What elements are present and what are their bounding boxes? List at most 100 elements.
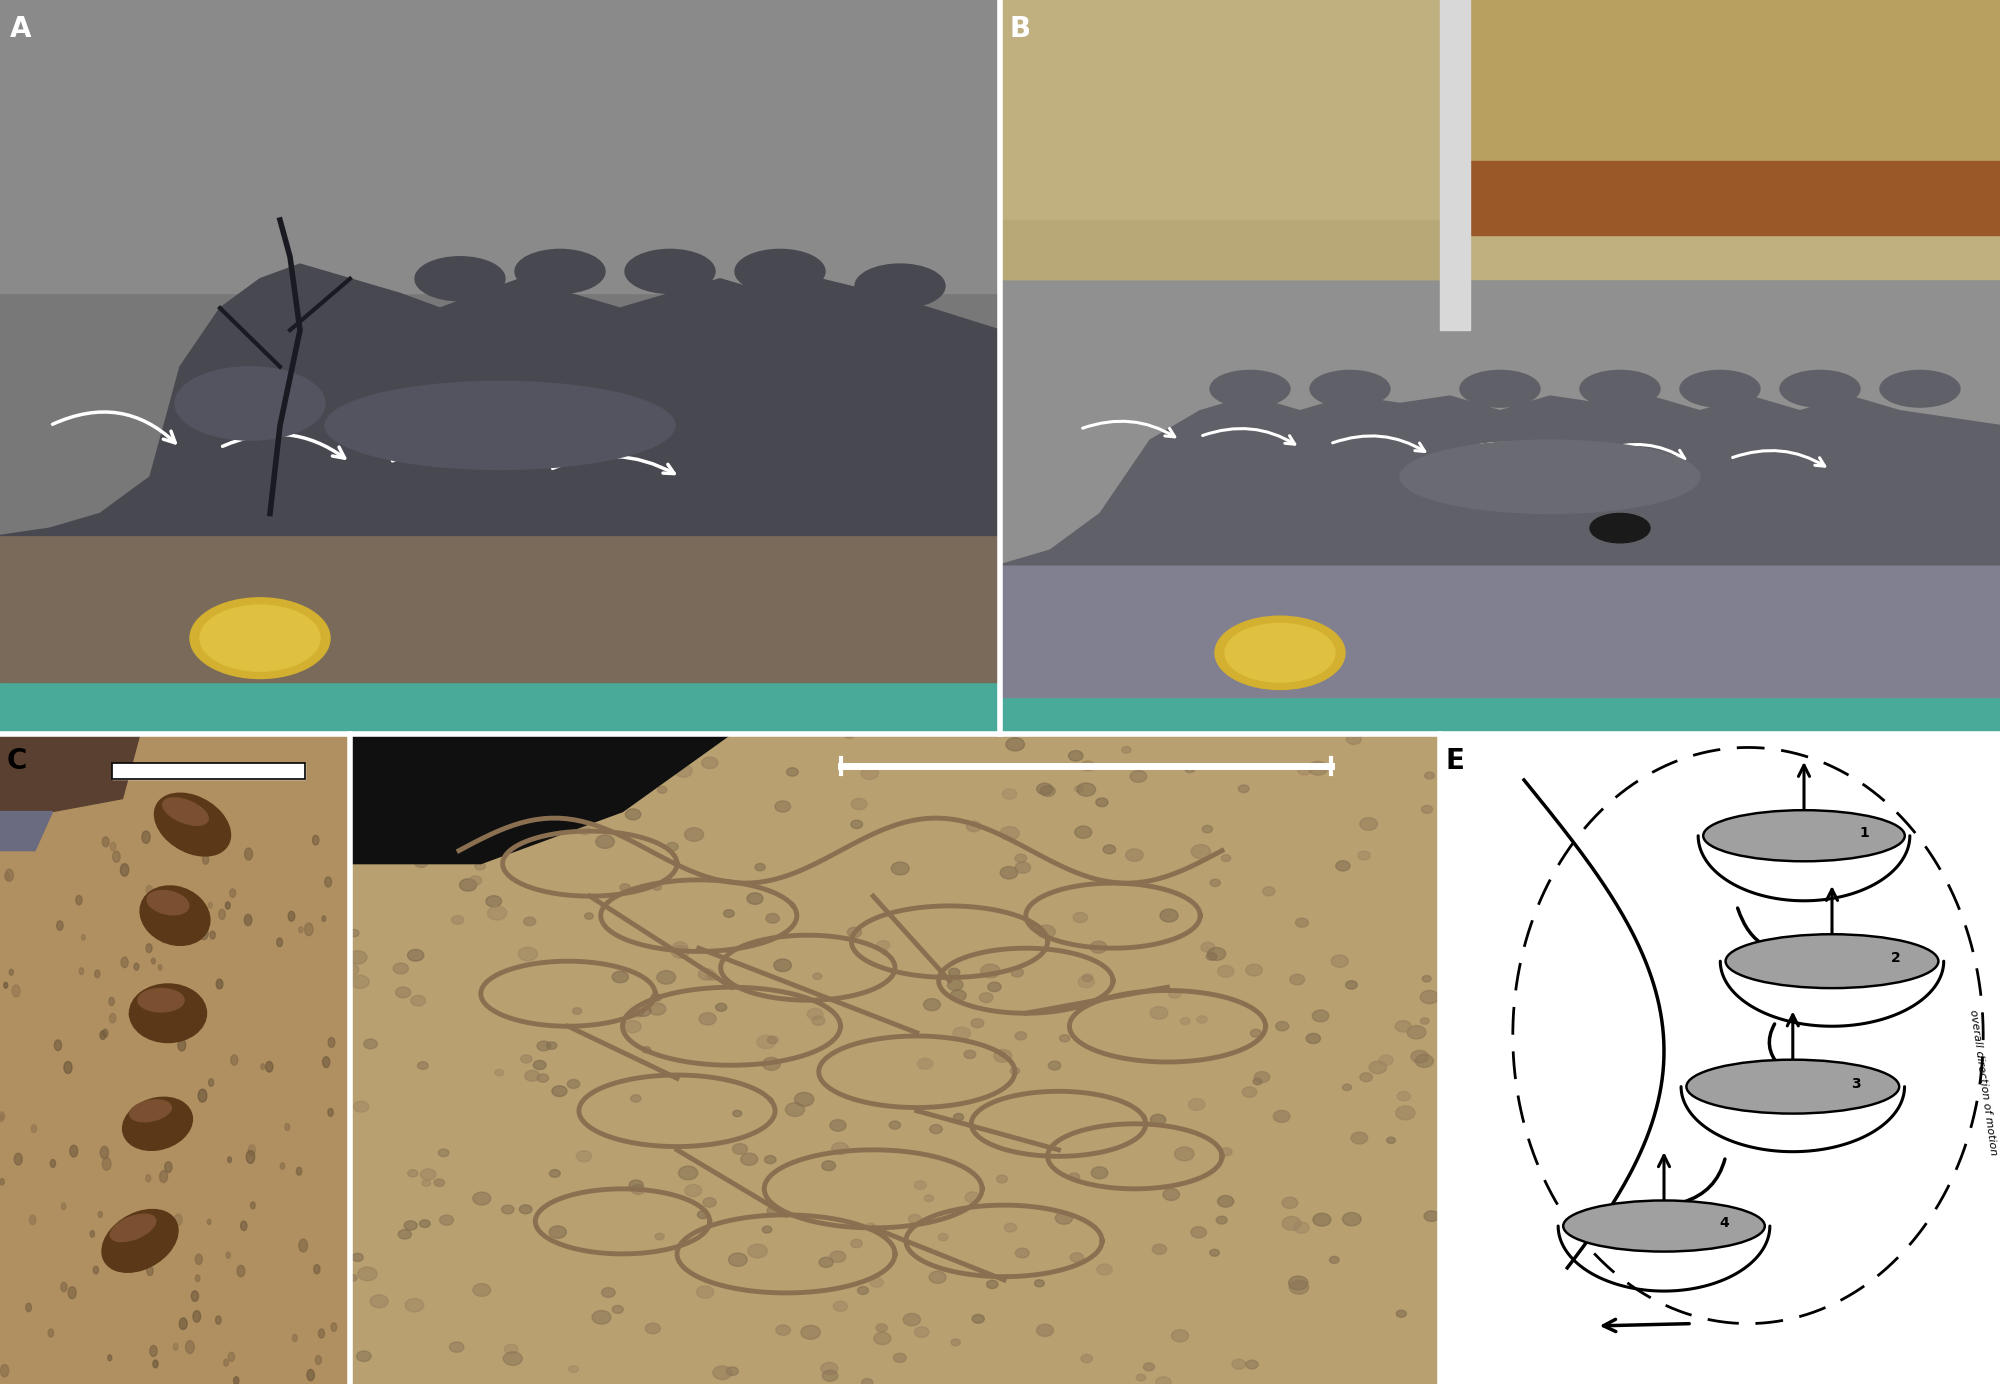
- Ellipse shape: [698, 1211, 708, 1219]
- Ellipse shape: [740, 1153, 758, 1165]
- Ellipse shape: [488, 907, 506, 920]
- Ellipse shape: [324, 382, 676, 469]
- Ellipse shape: [580, 826, 590, 835]
- Ellipse shape: [1360, 818, 1378, 830]
- Bar: [112, 763, 304, 779]
- Ellipse shape: [768, 1037, 778, 1044]
- Ellipse shape: [148, 1107, 154, 1116]
- Ellipse shape: [1216, 1217, 1228, 1223]
- Ellipse shape: [1156, 1377, 1172, 1384]
- Ellipse shape: [178, 1012, 182, 1019]
- Ellipse shape: [820, 1362, 838, 1374]
- Ellipse shape: [420, 1219, 430, 1228]
- Ellipse shape: [764, 1156, 776, 1164]
- Ellipse shape: [196, 1254, 202, 1265]
- Ellipse shape: [1420, 991, 1438, 1003]
- Ellipse shape: [1172, 1330, 1188, 1342]
- Ellipse shape: [1006, 738, 1024, 752]
- Ellipse shape: [1370, 1062, 1386, 1074]
- Ellipse shape: [954, 1114, 964, 1121]
- Ellipse shape: [652, 884, 662, 890]
- Ellipse shape: [226, 902, 230, 909]
- Ellipse shape: [208, 902, 212, 908]
- Ellipse shape: [948, 969, 960, 976]
- Ellipse shape: [624, 249, 716, 293]
- Ellipse shape: [748, 1244, 768, 1258]
- Ellipse shape: [1262, 887, 1276, 895]
- Ellipse shape: [146, 1175, 150, 1182]
- Ellipse shape: [1282, 1217, 1302, 1230]
- Ellipse shape: [612, 1305, 624, 1313]
- Ellipse shape: [350, 976, 370, 988]
- Bar: [1000, 0, 2000, 278]
- Ellipse shape: [1420, 1017, 1430, 1024]
- Ellipse shape: [892, 862, 910, 875]
- Ellipse shape: [1580, 371, 1660, 407]
- Ellipse shape: [154, 793, 230, 855]
- Text: D: D: [372, 746, 394, 775]
- Ellipse shape: [1680, 371, 1760, 407]
- Ellipse shape: [54, 1039, 62, 1050]
- Ellipse shape: [768, 1205, 782, 1217]
- Ellipse shape: [14, 1153, 22, 1165]
- Ellipse shape: [142, 1014, 146, 1021]
- Ellipse shape: [202, 855, 208, 864]
- Ellipse shape: [1056, 1212, 1072, 1225]
- Ellipse shape: [408, 949, 424, 960]
- Ellipse shape: [1192, 844, 1210, 858]
- Ellipse shape: [1352, 1132, 1368, 1145]
- Ellipse shape: [626, 808, 640, 819]
- Ellipse shape: [654, 1233, 664, 1240]
- Ellipse shape: [4, 873, 10, 880]
- Ellipse shape: [1288, 1276, 1308, 1290]
- Ellipse shape: [196, 1275, 200, 1282]
- Text: C: C: [8, 746, 28, 775]
- Ellipse shape: [674, 764, 692, 778]
- Ellipse shape: [266, 1062, 272, 1073]
- Ellipse shape: [292, 1334, 298, 1341]
- Text: 2: 2: [1890, 951, 1900, 966]
- Ellipse shape: [684, 1185, 702, 1197]
- Ellipse shape: [1276, 1021, 1288, 1031]
- Ellipse shape: [1254, 1071, 1270, 1082]
- Ellipse shape: [190, 598, 330, 678]
- Ellipse shape: [1150, 1114, 1166, 1125]
- Ellipse shape: [1068, 750, 1084, 761]
- Ellipse shape: [914, 1327, 930, 1337]
- Ellipse shape: [952, 1027, 970, 1039]
- Polygon shape: [0, 264, 1000, 536]
- Ellipse shape: [1232, 1359, 1246, 1369]
- Ellipse shape: [130, 1100, 172, 1121]
- Ellipse shape: [358, 1266, 378, 1280]
- Ellipse shape: [1036, 783, 1052, 794]
- Ellipse shape: [848, 927, 862, 937]
- Ellipse shape: [1090, 941, 1106, 954]
- Ellipse shape: [208, 1080, 214, 1086]
- Ellipse shape: [520, 1205, 532, 1214]
- Ellipse shape: [186, 1341, 194, 1354]
- Ellipse shape: [0, 1179, 4, 1185]
- Ellipse shape: [414, 858, 428, 868]
- Ellipse shape: [1386, 1138, 1396, 1143]
- Ellipse shape: [284, 1124, 290, 1131]
- Ellipse shape: [110, 843, 116, 851]
- Ellipse shape: [1126, 848, 1144, 861]
- Ellipse shape: [152, 958, 156, 963]
- Ellipse shape: [636, 1005, 652, 1016]
- Ellipse shape: [364, 1039, 378, 1049]
- Ellipse shape: [1070, 1253, 1084, 1262]
- Ellipse shape: [164, 1161, 172, 1172]
- Ellipse shape: [148, 890, 188, 915]
- Ellipse shape: [1408, 1026, 1426, 1039]
- Ellipse shape: [438, 1149, 448, 1157]
- Ellipse shape: [1016, 1031, 1026, 1039]
- Ellipse shape: [1342, 1084, 1352, 1091]
- Ellipse shape: [176, 367, 324, 440]
- Ellipse shape: [348, 951, 366, 965]
- Ellipse shape: [1342, 1212, 1362, 1226]
- Ellipse shape: [1196, 1016, 1208, 1023]
- Ellipse shape: [1010, 1067, 1020, 1074]
- Ellipse shape: [1312, 1214, 1330, 1226]
- Ellipse shape: [314, 1265, 320, 1273]
- Ellipse shape: [1188, 1099, 1204, 1110]
